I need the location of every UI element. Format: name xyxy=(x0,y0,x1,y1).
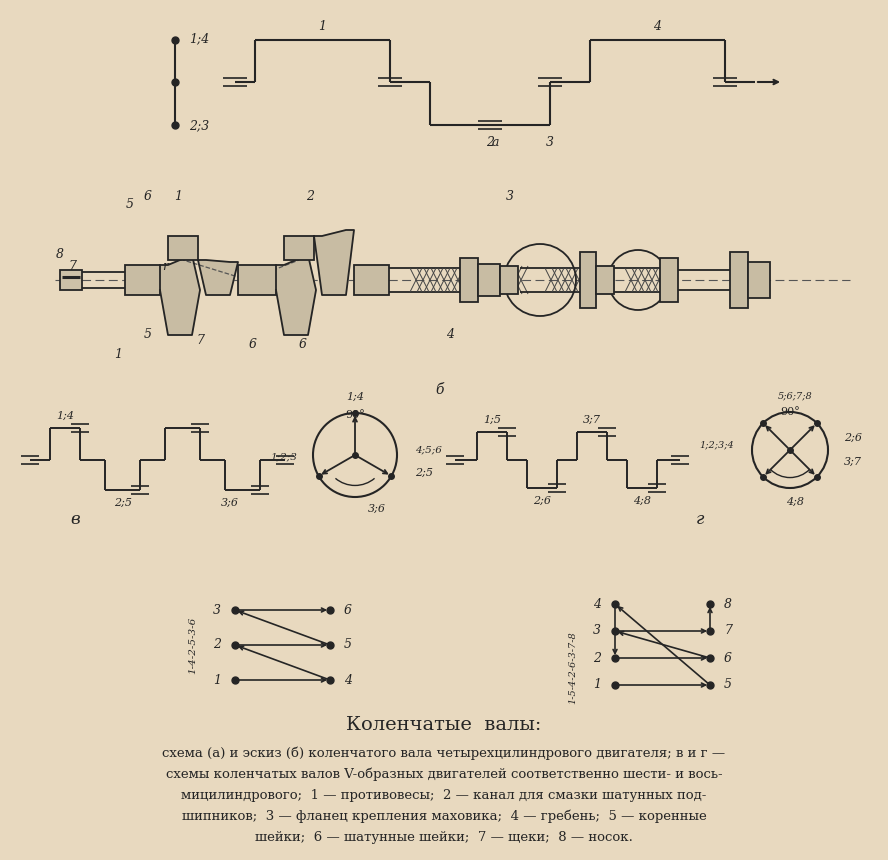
Bar xyxy=(460,258,478,302)
Bar xyxy=(354,265,389,295)
Text: схема (а) и эскиз (б) коленчатого вала четырехцилиндрового двигателя; в и г —: схема (а) и эскиз (б) коленчатого вала ч… xyxy=(163,746,725,759)
Bar xyxy=(596,266,614,294)
Text: 5: 5 xyxy=(126,199,134,212)
Polygon shape xyxy=(314,230,354,295)
Text: 4;8: 4;8 xyxy=(633,496,651,506)
Text: 1: 1 xyxy=(213,673,221,686)
Bar xyxy=(478,264,500,296)
Text: 2;5: 2;5 xyxy=(415,468,433,478)
Polygon shape xyxy=(276,255,316,335)
Text: 4;8: 4;8 xyxy=(786,497,804,507)
Text: шейки;  6 — шатунные шейки;  7 — щеки;  8 — носок.: шейки; 6 — шатунные шейки; 7 — щеки; 8 —… xyxy=(255,831,633,844)
Bar xyxy=(580,252,596,308)
Text: 2: 2 xyxy=(593,652,601,665)
Text: в: в xyxy=(70,512,80,529)
Text: 3;6: 3;6 xyxy=(221,498,239,508)
Text: 6: 6 xyxy=(724,652,732,665)
Text: 6: 6 xyxy=(344,604,352,617)
Text: г: г xyxy=(696,512,704,529)
Text: б: б xyxy=(436,383,444,397)
Text: 7: 7 xyxy=(196,334,204,347)
Bar xyxy=(125,265,160,295)
Text: 90°: 90° xyxy=(345,409,365,420)
Text: 3;7: 3;7 xyxy=(583,415,601,425)
Text: 1-4-2-5-3-6: 1-4-2-5-3-6 xyxy=(188,617,197,673)
Text: 3;6: 3;6 xyxy=(368,504,386,514)
Text: 7: 7 xyxy=(68,261,76,273)
Text: 1-5-4-2-6-3-7-8: 1-5-4-2-6-3-7-8 xyxy=(568,631,577,704)
Text: 1: 1 xyxy=(114,348,122,361)
Text: 2;3: 2;3 xyxy=(189,120,210,132)
Bar xyxy=(748,262,770,298)
Bar xyxy=(60,270,82,290)
Text: 1;2;3;4: 1;2;3;4 xyxy=(699,440,734,450)
Text: 7: 7 xyxy=(724,624,732,637)
Text: 4;5;6: 4;5;6 xyxy=(415,445,442,454)
Text: 90°: 90° xyxy=(781,408,800,417)
Text: 1;4: 1;4 xyxy=(346,392,364,402)
Text: 2: 2 xyxy=(306,191,314,204)
Text: 2: 2 xyxy=(486,136,494,149)
Text: 6: 6 xyxy=(249,339,257,352)
Text: 2;6: 2;6 xyxy=(533,496,551,506)
Bar xyxy=(284,236,314,260)
Text: 3: 3 xyxy=(506,191,514,204)
Text: 1: 1 xyxy=(174,191,182,204)
Text: 8: 8 xyxy=(56,249,64,261)
Text: r: r xyxy=(162,260,168,273)
Text: 1: 1 xyxy=(318,21,326,34)
Text: 3: 3 xyxy=(546,136,554,149)
Text: 4: 4 xyxy=(446,329,454,341)
Text: 3: 3 xyxy=(593,624,601,637)
Text: 2;6: 2;6 xyxy=(844,433,862,443)
Text: Коленчатые  валы:: Коленчатые валы: xyxy=(346,716,542,734)
Text: 5: 5 xyxy=(144,329,152,341)
Text: 1;4: 1;4 xyxy=(56,411,74,421)
Text: 1;5: 1;5 xyxy=(483,415,501,425)
Text: 2: 2 xyxy=(213,638,221,652)
Text: 5: 5 xyxy=(724,679,732,691)
Text: 1;2;3: 1;2;3 xyxy=(270,452,297,462)
Text: 3;7: 3;7 xyxy=(844,457,862,467)
Text: 4: 4 xyxy=(344,673,352,686)
Text: схемы коленчатых валов V-образных двигателей соответственно шести- и вось-: схемы коленчатых валов V-образных двигат… xyxy=(166,767,722,781)
Text: 6: 6 xyxy=(299,339,307,352)
Bar xyxy=(168,236,198,260)
Text: 4: 4 xyxy=(653,21,661,34)
Text: 3: 3 xyxy=(213,604,221,617)
Bar xyxy=(238,265,276,295)
Text: 4: 4 xyxy=(593,598,601,611)
Text: шипников;  3 — фланец крепления маховика;  4 — гребень;  5 — коренные: шипников; 3 — фланец крепления маховика;… xyxy=(182,809,706,823)
Bar xyxy=(730,252,748,308)
Text: 8: 8 xyxy=(724,598,732,611)
Text: 2;5: 2;5 xyxy=(114,498,132,508)
Text: 5;6;7;8: 5;6;7;8 xyxy=(778,391,813,401)
Bar xyxy=(660,258,678,302)
Polygon shape xyxy=(160,255,200,335)
Text: 1;4: 1;4 xyxy=(189,33,210,46)
Polygon shape xyxy=(198,260,238,295)
Text: 5: 5 xyxy=(344,638,352,652)
Bar xyxy=(500,266,518,294)
Text: 6: 6 xyxy=(144,191,152,204)
Text: мицилиндрового;  1 — противовесы;  2 — канал для смазки шатунных под-: мицилиндрового; 1 — противовесы; 2 — кан… xyxy=(181,789,707,802)
Text: 1: 1 xyxy=(593,679,601,691)
Text: а: а xyxy=(491,136,499,149)
